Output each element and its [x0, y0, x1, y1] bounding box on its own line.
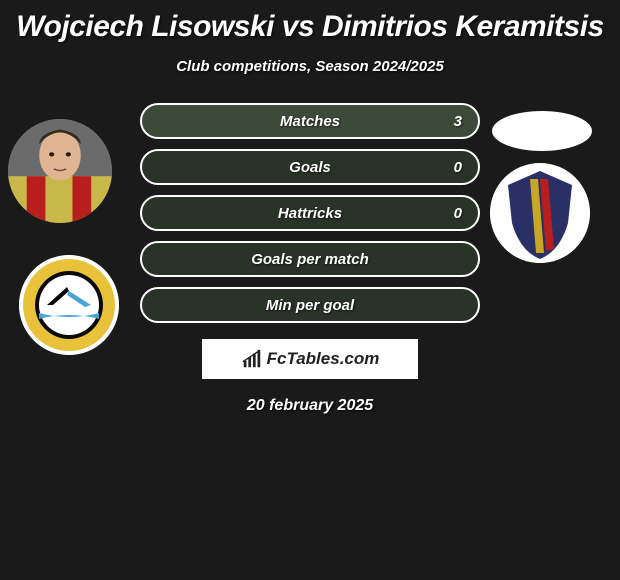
- stat-row-matches: Matches 3: [140, 103, 480, 139]
- stat-row-goals-per-match: Goals per match: [140, 241, 480, 277]
- club-badge-right: [490, 163, 590, 263]
- player-photo-left: [8, 119, 112, 223]
- stat-label: Min per goal: [142, 297, 478, 314]
- player-photo-right-placeholder: [492, 111, 592, 151]
- stat-label: Hattricks: [142, 205, 478, 222]
- stat-label: Matches: [142, 113, 478, 130]
- stat-row-goals: Goals 0: [140, 149, 480, 185]
- stats-list: Matches 3 Goals 0 Hattricks 0 Goals per …: [140, 103, 480, 323]
- stat-label: Goals per match: [142, 251, 478, 268]
- date-text: 20 february 2025: [0, 397, 620, 415]
- stat-value: 0: [454, 159, 462, 176]
- fctables-watermark: FcTables.com: [202, 339, 418, 379]
- stat-row-hattricks: Hattricks 0: [140, 195, 480, 231]
- stat-value: 3: [454, 113, 462, 130]
- page-title: Wojciech Lisowski vs Dimitrios Keramitsi…: [0, 0, 620, 44]
- stat-label: Goals: [142, 159, 478, 176]
- bar-chart-icon: [241, 348, 263, 370]
- stat-value: 0: [454, 205, 462, 222]
- subtitle: Club competitions, Season 2024/2025: [0, 58, 620, 75]
- fctables-label: FcTables.com: [267, 349, 380, 369]
- stat-row-min-per-goal: Min per goal: [140, 287, 480, 323]
- club-badge-left: [19, 255, 119, 355]
- comparison-main: Matches 3 Goals 0 Hattricks 0 Goals per …: [0, 103, 620, 415]
